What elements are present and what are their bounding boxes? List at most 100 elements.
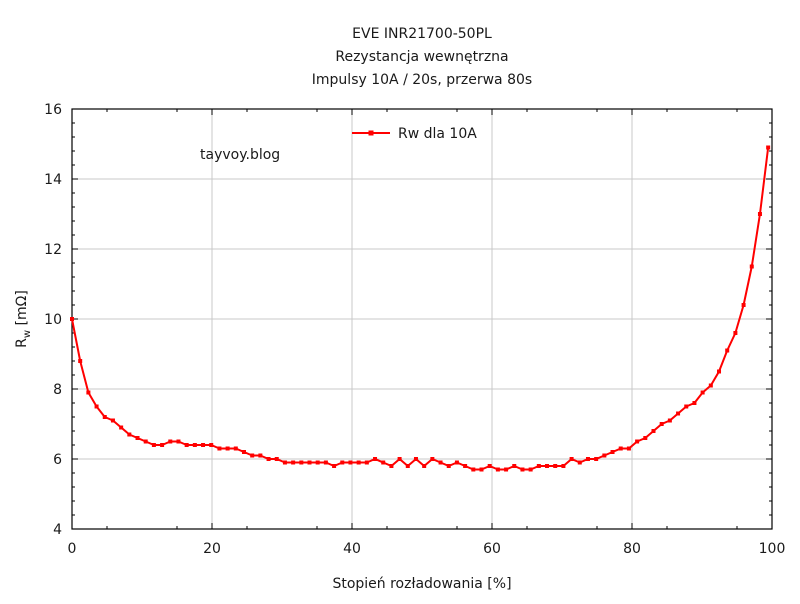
data-point xyxy=(266,457,271,461)
x-tick-label: 80 xyxy=(623,541,641,557)
y-tick-label: 14 xyxy=(44,172,62,188)
data-point xyxy=(667,418,672,423)
data-point xyxy=(389,464,394,468)
data-point xyxy=(110,418,115,423)
data-point xyxy=(168,439,173,444)
legend-point-marker xyxy=(368,130,374,136)
data-point xyxy=(495,467,500,472)
data-point xyxy=(651,429,656,433)
data-point xyxy=(585,457,590,461)
data-point xyxy=(373,457,378,461)
data-point xyxy=(184,443,189,447)
data-point xyxy=(282,460,287,465)
data-point xyxy=(520,467,525,472)
data-point xyxy=(717,369,722,374)
x-axis-label: Stopień rozładowania [%] xyxy=(332,576,511,592)
data-point xyxy=(94,404,99,409)
data-point xyxy=(274,457,279,461)
x-tick-label: 40 xyxy=(343,541,361,557)
data-point xyxy=(659,422,664,426)
data-point xyxy=(438,460,443,465)
data-point xyxy=(356,460,361,465)
data-point xyxy=(225,446,230,451)
data-point xyxy=(512,464,517,468)
y-tick-label: 4 xyxy=(53,522,62,538)
data-point xyxy=(577,460,582,465)
data-point xyxy=(454,460,459,465)
data-point xyxy=(708,383,713,388)
data-point xyxy=(135,436,140,440)
chart-title-line-3: Impulsy 10A / 20s, przerwa 80s xyxy=(312,72,532,88)
data-point xyxy=(381,460,386,465)
data-point xyxy=(176,439,181,444)
y-tick-label: 8 xyxy=(53,382,62,398)
data-point xyxy=(258,453,263,458)
chart-title-line-2: Rezystancja wewnętrzna xyxy=(335,49,508,65)
data-point xyxy=(594,457,599,461)
data-point xyxy=(602,453,607,458)
data-point xyxy=(119,425,124,430)
y-tick-label: 10 xyxy=(44,312,62,328)
watermark-annotation: tayvoy.blog xyxy=(200,147,280,163)
legend: Rw dla 10A xyxy=(352,126,477,142)
data-point xyxy=(725,348,730,353)
data-point xyxy=(397,457,402,461)
data-point xyxy=(504,467,509,472)
data-point xyxy=(536,464,541,468)
data-point xyxy=(250,453,255,458)
data-point xyxy=(332,464,337,468)
data-point xyxy=(192,443,197,447)
data-point xyxy=(70,317,74,321)
data-point xyxy=(684,404,689,409)
y-axis-label-sub: w xyxy=(22,330,33,338)
chart-title-line-1: EVE INR21700-50PL xyxy=(352,26,492,42)
data-point xyxy=(569,457,574,461)
y-tick-label: 16 xyxy=(44,102,62,118)
data-point xyxy=(291,460,296,465)
data-point xyxy=(749,264,754,269)
data-point xyxy=(422,464,427,468)
data-point xyxy=(430,457,435,461)
data-point xyxy=(635,439,640,444)
data-point xyxy=(209,443,214,447)
data-point xyxy=(741,303,746,307)
x-tick-label: 60 xyxy=(483,541,501,557)
legend-label: Rw dla 10A xyxy=(398,126,477,142)
data-point xyxy=(471,467,476,472)
y-tick-label: 12 xyxy=(44,242,62,258)
series-layer xyxy=(70,145,771,472)
data-point xyxy=(217,446,222,451)
data-point xyxy=(160,443,165,447)
data-point xyxy=(307,460,312,465)
data-point xyxy=(676,411,681,416)
data-point xyxy=(315,460,320,465)
data-point xyxy=(528,467,533,472)
data-point xyxy=(446,464,451,468)
data-point xyxy=(700,390,705,395)
y-axis-label: Rw [mΩ] xyxy=(14,290,33,348)
x-tick-label: 100 xyxy=(759,541,786,557)
data-point xyxy=(348,460,353,465)
data-point xyxy=(487,464,492,468)
y-axis-label-main: R xyxy=(14,338,30,348)
data-point xyxy=(102,415,107,419)
data-point xyxy=(241,450,246,454)
data-point xyxy=(479,467,484,472)
data-point xyxy=(757,212,762,216)
data-point xyxy=(340,460,345,465)
y-tick-label: 6 xyxy=(53,452,62,468)
data-point xyxy=(545,464,550,468)
data-point xyxy=(413,457,418,461)
data-point xyxy=(364,460,369,465)
grid xyxy=(72,109,772,529)
data-point xyxy=(299,460,304,465)
data-point xyxy=(405,464,410,468)
data-point xyxy=(692,401,697,405)
data-point xyxy=(127,432,132,437)
data-point xyxy=(151,443,156,447)
data-point xyxy=(766,145,771,150)
data-point xyxy=(78,359,83,363)
data-point xyxy=(626,446,631,451)
data-point xyxy=(233,446,238,451)
